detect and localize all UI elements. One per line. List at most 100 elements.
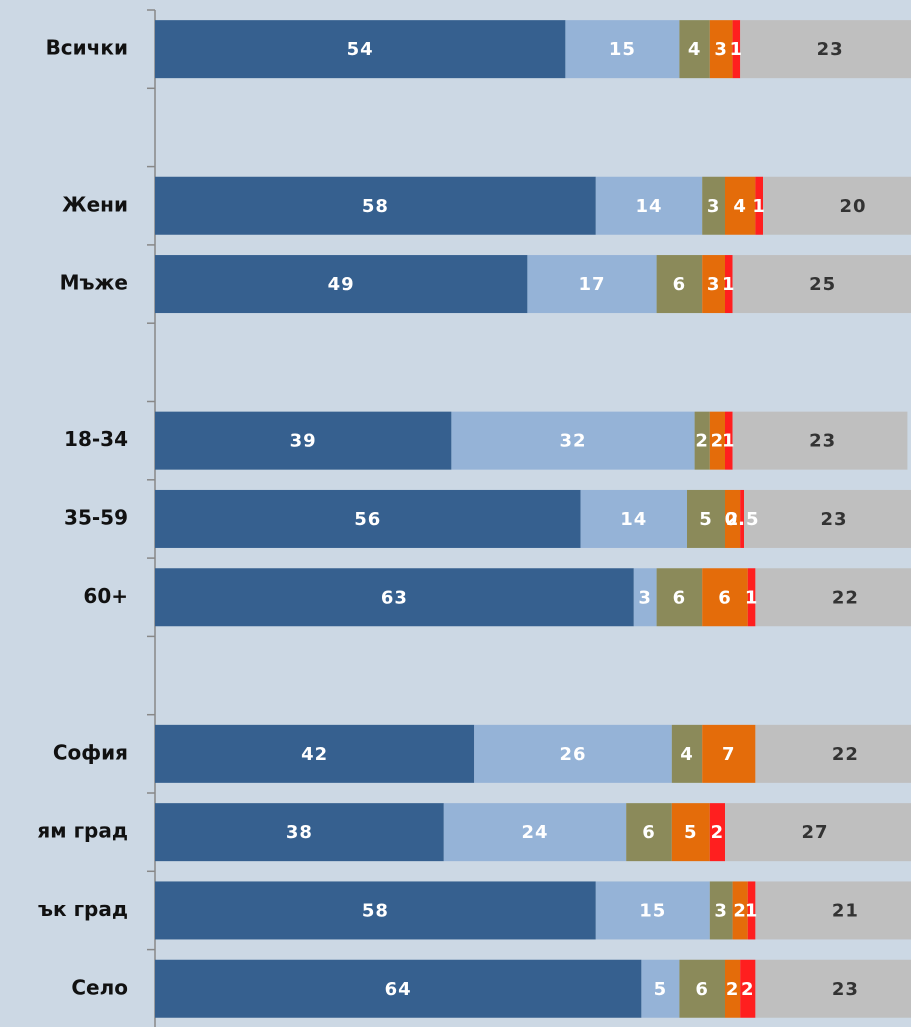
value-label: 1 [745, 900, 759, 921]
bar-segment [725, 803, 911, 862]
value-label: 5 [654, 979, 668, 1000]
bar-segment [747, 568, 756, 627]
bar-segment [641, 959, 680, 1018]
value-label: 2 [711, 431, 725, 452]
value-label: 1 [722, 431, 736, 452]
value-label: 4 [733, 196, 747, 217]
bar-segment [671, 803, 710, 862]
value-label: 42 [301, 744, 328, 765]
value-label: 4 [688, 39, 702, 60]
value-label: 6 [673, 587, 687, 608]
value-label: 14 [635, 196, 662, 217]
bar-segment [709, 803, 725, 862]
bar-segment [725, 411, 733, 470]
bar-segment [595, 176, 703, 235]
value-label: 5 [684, 822, 698, 843]
value-label: 1 [730, 39, 744, 60]
bar-segment [595, 881, 710, 940]
bar-segment [155, 881, 596, 940]
bar-segment [744, 489, 911, 548]
bar-segment [679, 20, 710, 79]
bar-segment [633, 568, 657, 627]
bar-segment [565, 20, 680, 79]
value-label: 58 [362, 900, 389, 921]
value-label: 1 [752, 196, 766, 217]
value-label: 6 [695, 979, 709, 1000]
value-label: 23 [820, 509, 847, 530]
value-label: 27 [801, 822, 828, 843]
bar-segment [694, 411, 710, 470]
value-label: 23 [809, 431, 836, 452]
bar-segment [679, 959, 725, 1018]
value-label: 3 [638, 587, 652, 608]
category-label: Село [71, 975, 128, 999]
bar-segment [755, 724, 911, 783]
bar-segment [626, 803, 672, 862]
bar-segment [732, 881, 748, 940]
value-label: 7 [722, 744, 736, 765]
bar-segment [702, 255, 725, 314]
value-label: 24 [521, 822, 548, 843]
value-label: 56 [354, 509, 381, 530]
bar-segment [155, 959, 642, 1018]
category-label: 18-34 [64, 427, 128, 451]
bar-segment [702, 724, 756, 783]
category-label: 35-59 [64, 505, 128, 529]
category-label: Мъже [60, 271, 128, 295]
value-label: 1 [745, 587, 759, 608]
bar-segment [725, 176, 756, 235]
bar-segment [702, 176, 725, 235]
value-label: 49 [328, 274, 355, 295]
value-label: 23 [832, 979, 859, 1000]
bar-segment [732, 20, 741, 79]
bar-segment [580, 489, 687, 548]
category-label: ям град [37, 819, 128, 843]
bar-segment [709, 20, 733, 79]
value-label: 3 [714, 900, 728, 921]
value-label: 14 [620, 509, 647, 530]
bar-segment [755, 176, 763, 235]
value-label: 1 [722, 274, 736, 295]
value-label: 5 [699, 509, 713, 530]
value-label: 2 [726, 979, 740, 1000]
bar-segment [740, 20, 911, 79]
value-label: 64 [385, 979, 412, 1000]
value-label: 17 [578, 274, 605, 295]
bar-segment [155, 20, 566, 79]
bar-segment [155, 411, 452, 470]
value-label: 15 [609, 39, 636, 60]
value-label: 2 [695, 431, 709, 452]
value-label: 38 [286, 822, 313, 843]
bar-segment [709, 881, 733, 940]
value-label: 2 [726, 509, 740, 530]
value-label: 58 [362, 196, 389, 217]
bar-segment [709, 411, 725, 470]
bar-segment [755, 568, 911, 627]
category-label: Жени [62, 192, 128, 216]
bar-segment [687, 489, 725, 548]
value-label: 22 [832, 587, 859, 608]
bar-segment [725, 489, 741, 548]
value-label: 2 [741, 979, 755, 1000]
value-label: 15 [639, 900, 666, 921]
value-label: 63 [381, 587, 408, 608]
value-label: 4 [680, 744, 694, 765]
value-label: 23 [817, 39, 844, 60]
bar-segment [725, 255, 733, 314]
bar-segment [656, 255, 703, 314]
bar-segment [451, 411, 695, 470]
category-label: 60+ [83, 584, 128, 608]
bar-segment [732, 255, 911, 314]
value-label: 0.5 [725, 509, 760, 530]
value-label: 2 [733, 900, 747, 921]
value-label: 20 [839, 196, 866, 217]
bar-segment [474, 724, 672, 783]
bar-segment [755, 959, 911, 1018]
value-label: 6 [718, 587, 732, 608]
bar-segment [747, 881, 756, 940]
value-label: 22 [832, 744, 859, 765]
value-label: 6 [673, 274, 687, 295]
bar-segment [155, 255, 528, 314]
bar-segment [732, 411, 908, 470]
